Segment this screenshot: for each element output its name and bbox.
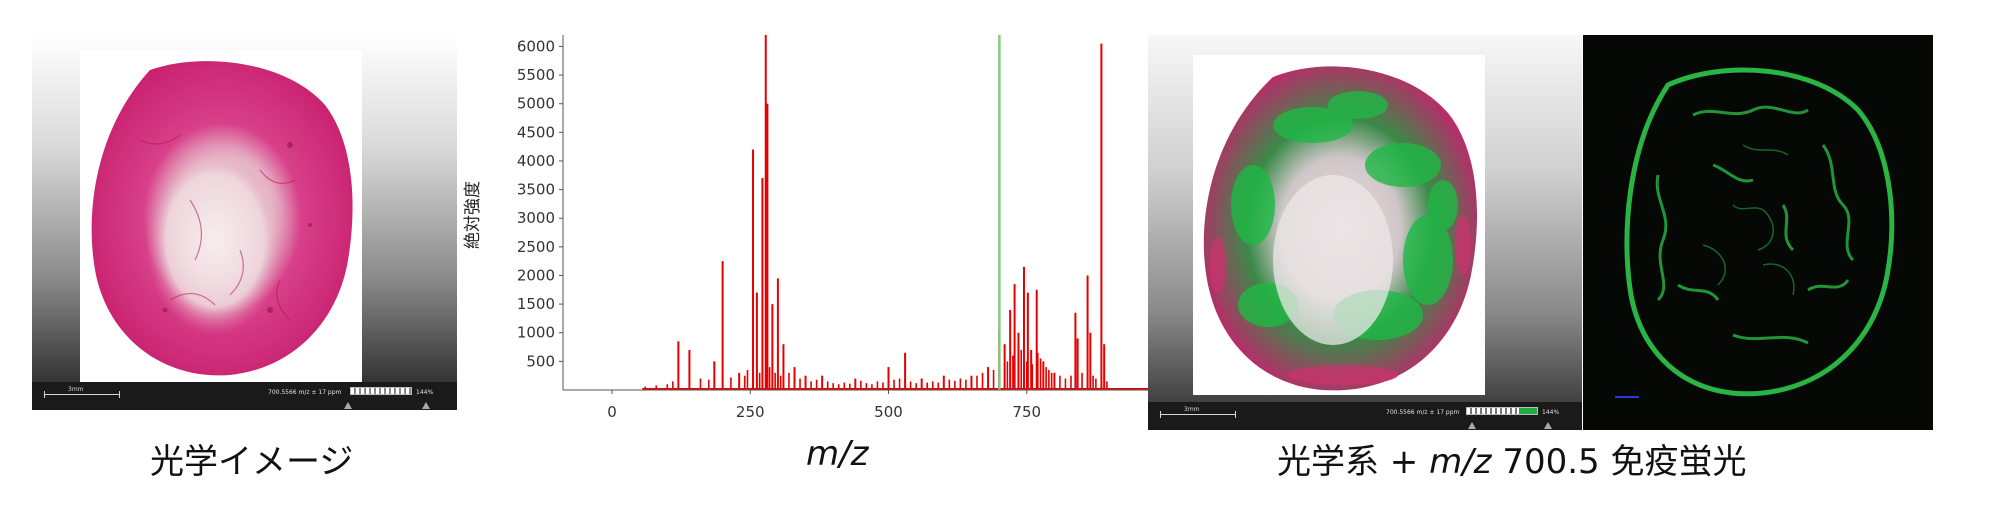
- x-tick-label: 250: [736, 403, 765, 421]
- fluorescence-scale-bar: [1615, 396, 1639, 398]
- immunofluorescence-panel: [1583, 35, 1933, 430]
- optical-image-caption: 光学イメージ: [150, 442, 354, 482]
- y-tick-label: 4000: [517, 152, 555, 170]
- y-tick-label: 5000: [517, 95, 555, 113]
- overlay-status-bar: 3mm 700.5566 m/z ± 17 ppm 144%: [1148, 402, 1582, 430]
- y-tick-label: 500: [526, 352, 555, 370]
- spectrum-noise-peaks: [642, 349, 1148, 390]
- spectrum-x-axis-caption: m/z: [806, 434, 869, 474]
- mz-readout: 700.5566 m/z ± 17 ppm: [268, 389, 342, 396]
- overlay-caption-mz: m/z: [1429, 442, 1492, 482]
- x-tick-label: 500: [874, 403, 903, 421]
- y-tick-label: 3000: [517, 209, 555, 227]
- overlay-colorbar-max-marker-icon[interactable]: [1544, 422, 1552, 429]
- overlay-image-panel: 3mm 700.5566 m/z ± 17 ppm 144%: [1148, 35, 1582, 430]
- y-axis-title: 絶対強度: [463, 181, 483, 249]
- y-tick-label: 2000: [517, 266, 555, 284]
- y-axis-ticks: 500 1000 1500 2000 2500 3000 3500 4000 4500 5000 5…: [517, 37, 563, 370]
- x-tick-label: 0: [607, 403, 617, 421]
- x-axis-ticks: 0 250 500 750: [607, 390, 1041, 421]
- overlay-colorbar-min-marker-icon[interactable]: [1468, 422, 1476, 429]
- overlay-caption-suffix: 700.5 免疫蛍光: [1491, 442, 1747, 482]
- y-tick-label: 6000: [517, 37, 555, 55]
- immunofluorescence-image: [1624, 67, 1895, 397]
- overlay-intensity-percent: 144%: [1542, 409, 1560, 416]
- overlay-intensity-colorbar[interactable]: [1466, 407, 1538, 415]
- overlay-mz-readout: 700.5566 m/z ± 17 ppm: [1386, 409, 1460, 416]
- intensity-percent: 144%: [416, 389, 434, 396]
- y-tick-label: 2500: [517, 238, 555, 256]
- overlay-caption-prefix: 光学系 +: [1277, 442, 1430, 482]
- overlay-caption: 光学系 + m/z 700.5 免疫蛍光: [1277, 434, 1746, 483]
- tissue-image-field: [80, 50, 362, 382]
- overlay-scale-bar: [1160, 411, 1236, 418]
- he-stained-tissue-image: [91, 61, 353, 376]
- x-tick-label: 750: [1012, 403, 1041, 421]
- colorbar-min-marker-icon[interactable]: [344, 402, 352, 409]
- image-status-bar: 3mm 700.5566 m/z ± 17 ppm 144%: [32, 382, 457, 410]
- y-tick-label: 3500: [517, 181, 555, 199]
- optical-mz-overlay-image: [1203, 66, 1478, 391]
- intensity-colorbar[interactable]: [350, 387, 412, 395]
- optical-image-panel: 3mm 700.5566 m/z ± 17 ppm 144%: [32, 35, 457, 410]
- y-tick-label: 1000: [517, 324, 555, 342]
- y-tick-label: 4500: [517, 123, 555, 141]
- colorbar-max-marker-icon[interactable]: [422, 402, 430, 409]
- overlay-image-field: [1193, 55, 1485, 395]
- scale-bar: [44, 391, 120, 398]
- y-tick-label: 1500: [517, 295, 555, 313]
- scale-bar-label: 3mm: [68, 386, 84, 393]
- spectrum-peaks: [677, 35, 1106, 390]
- y-tick-label: 5500: [517, 66, 555, 84]
- overlay-scale-bar-label: 3mm: [1184, 406, 1200, 413]
